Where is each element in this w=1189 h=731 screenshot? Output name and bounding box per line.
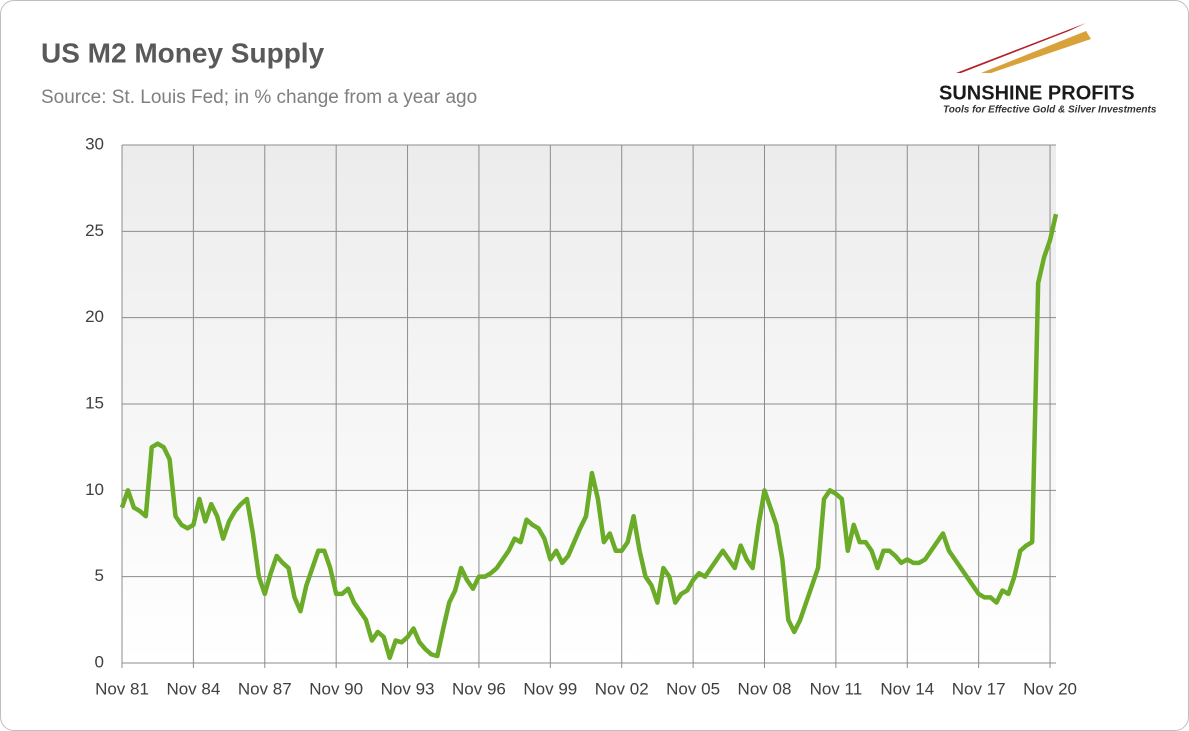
x-tick-label: Nov 14	[880, 679, 934, 698]
x-tick-label: Nov 08	[738, 679, 792, 698]
y-tick-label: 10	[85, 480, 104, 499]
x-tick-label: Nov 93	[381, 679, 435, 698]
line	[119, 213, 1059, 661]
y-tick-label: 25	[85, 221, 104, 240]
x-tick-label: Nov 11	[810, 679, 863, 698]
x-tick-label: Nov 87	[238, 679, 292, 698]
logo-swoosh	[981, 31, 1091, 73]
logo-name: SUNSHINE PROFITS	[939, 82, 1135, 104]
y-tick-label: 20	[85, 307, 104, 326]
x-tick-label: Nov 81	[95, 679, 149, 698]
x-tick-label: Nov 99	[523, 679, 577, 698]
x-tick-label: Nov 90	[309, 679, 363, 698]
y-tick-label: 30	[85, 134, 104, 153]
logo-tagline: Tools for Effective Gold & Silver Invest…	[943, 105, 1157, 116]
x-tick-label: Nov 20	[1023, 679, 1077, 698]
x-tick-label: Nov 05	[666, 679, 720, 698]
chart-title: US M2 Money Supply	[41, 37, 325, 68]
x-tick-label: Nov 17	[952, 679, 1006, 698]
logo: SUNSHINE PROFITS Tools for Effective Gol…	[939, 23, 1157, 116]
logo-swoosh	[956, 23, 1086, 73]
x-tick-label: Nov 02	[595, 679, 649, 698]
y-tick-label: 5	[95, 566, 104, 585]
chart-subtitle: Source: St. Louis Fed; in % change from …	[41, 87, 477, 108]
y-tick-label: 0	[95, 652, 104, 671]
x-tick-label: Nov 96	[452, 679, 506, 698]
y-tick-label: 15	[85, 393, 104, 412]
x-tick-label: Nov 84	[166, 679, 220, 698]
